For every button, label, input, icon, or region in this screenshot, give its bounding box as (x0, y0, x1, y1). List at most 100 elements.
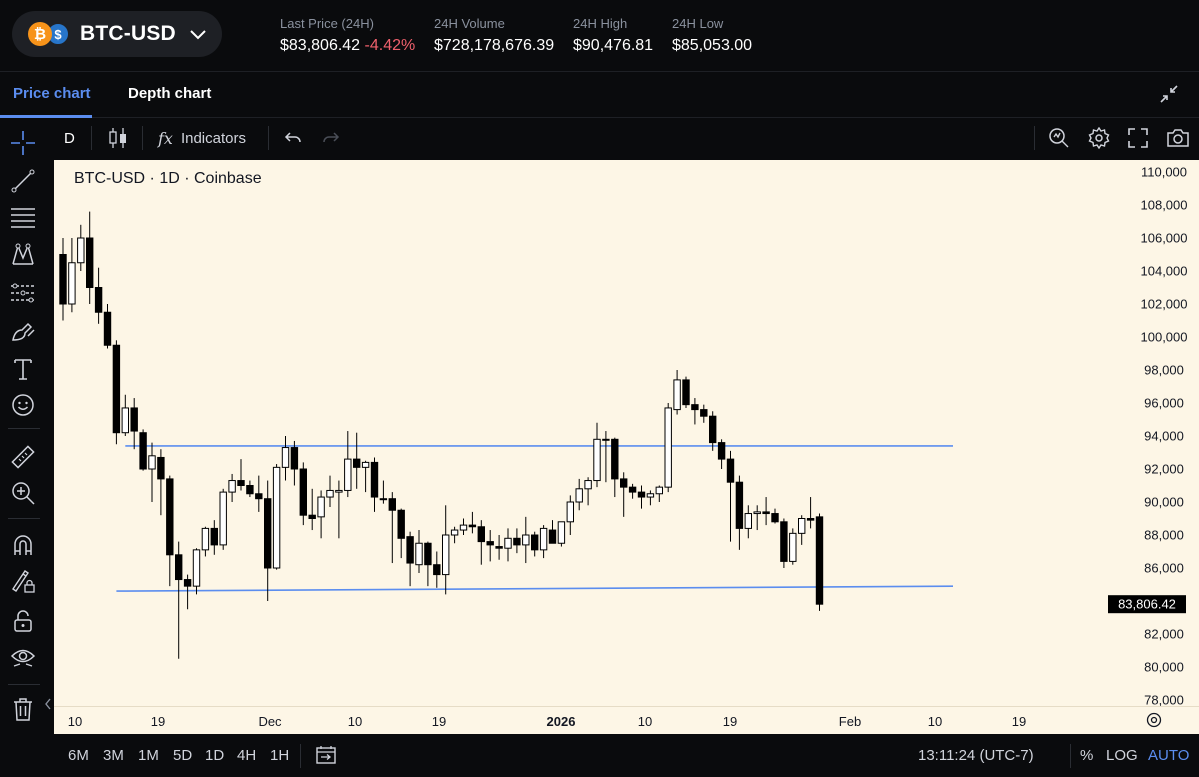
candle (183, 579, 192, 587)
stat-low: 24H Low $85,053.00 (672, 16, 752, 55)
low-value: $85,053.00 (672, 37, 753, 54)
candle (709, 415, 717, 444)
candle (620, 478, 628, 488)
stat-label: Last Price (24H) (280, 16, 374, 31)
crosshair-icon[interactable] (10, 130, 36, 156)
chart-canvas[interactable]: 110,000 108,000 106,000 104,000 102,000 100,0… (54, 160, 1199, 706)
x-tick-label: 2026 (546, 714, 576, 729)
candle (762, 511, 770, 515)
rail-divider (8, 684, 40, 685)
auto-toggle[interactable]: AUTO (1148, 747, 1190, 764)
collapse-icon[interactable] (1159, 84, 1179, 104)
price-chart[interactable]: 110,000 108,000 106,000 104,000 102,000 100,0… (54, 160, 1199, 706)
tab-price-chart[interactable]: Price chart (13, 85, 91, 102)
last-price-badge (1108, 595, 1186, 614)
range-1m[interactable]: 1M (138, 747, 159, 764)
range-5d[interactable]: 5D (173, 747, 193, 764)
candle (815, 516, 824, 605)
fx-icon: fx (158, 128, 173, 148)
bottom-toolbar: 6M 3M 1M 5D 1D 4H 1H 13:11:24 (UTC-7) % … (48, 734, 1199, 777)
candle (344, 458, 352, 491)
fullscreen-icon[interactable] (1128, 126, 1148, 150)
zoom-in-icon[interactable] (10, 480, 36, 506)
brush-icon[interactable] (10, 318, 36, 344)
active-tab-indicator (0, 115, 92, 118)
camera-icon[interactable] (1166, 126, 1190, 150)
candle (299, 468, 308, 516)
x-tick-label: 19 (1011, 714, 1027, 729)
btc-coin-icon: ₿ (28, 22, 52, 46)
toolbar-divider (91, 126, 92, 150)
x-tick-label: 19 (150, 714, 166, 729)
candle (157, 456, 165, 480)
tab-depth-chart[interactable]: Depth chart (128, 85, 212, 102)
candle (228, 480, 236, 493)
candles-icon[interactable] (108, 126, 128, 150)
log-toggle[interactable]: LOG (1106, 747, 1138, 764)
range-6m[interactable]: 6M (68, 747, 89, 764)
fib-retracement-icon[interactable] (10, 204, 36, 230)
candle (175, 554, 183, 581)
candle (477, 526, 486, 543)
range-3m[interactable]: 3M (103, 747, 124, 764)
trendline-icon[interactable] (10, 168, 36, 194)
candle (611, 438, 619, 480)
candle (59, 254, 67, 305)
candle (504, 537, 512, 549)
price-change: -4.42% (364, 37, 416, 54)
range-1d[interactable]: 1D (205, 747, 225, 764)
trash-icon[interactable] (10, 696, 36, 722)
range-1h[interactable]: 1H (270, 747, 290, 764)
candle (317, 496, 325, 518)
x-tick-label: Dec (258, 714, 282, 729)
emoji-icon[interactable] (10, 392, 36, 418)
candle (121, 407, 129, 434)
candle (717, 442, 726, 460)
candle (237, 480, 245, 486)
time-axis[interactable]: 10 19 Dec 10 19 2026 10 19 Feb 10 19 (54, 706, 1199, 734)
indicators-button[interactable]: fx Indicators (158, 126, 246, 150)
clock[interactable]: 13:11:24 (UTC-7) (918, 747, 1034, 764)
y-tick-label: 94,000 (1144, 429, 1184, 444)
candle (406, 536, 414, 564)
pattern-icon[interactable] (10, 242, 36, 268)
lock-icon[interactable] (10, 608, 36, 634)
candle (353, 458, 361, 468)
candle (130, 407, 138, 432)
projection-icon[interactable] (10, 280, 36, 306)
ruler-icon[interactable] (10, 444, 36, 470)
chevron-left-icon[interactable] (44, 698, 52, 710)
eye-icon[interactable] (10, 644, 36, 670)
x-tick-label: 10 (927, 714, 943, 729)
candle (486, 541, 494, 546)
candle (548, 529, 557, 544)
magnet-icon[interactable] (10, 532, 36, 558)
quick-search-icon[interactable] (1048, 126, 1070, 150)
candle (602, 438, 610, 441)
axis-settings-icon[interactable] (1146, 712, 1162, 728)
gear-icon[interactable] (1088, 126, 1110, 150)
date-range-icon[interactable] (316, 745, 336, 765)
candle (326, 489, 334, 498)
y-tick-label: 96,000 (1144, 396, 1184, 411)
undo-icon[interactable] (284, 126, 302, 150)
rail-divider (8, 428, 40, 429)
candle (246, 485, 254, 495)
toolbar-divider (268, 126, 269, 150)
x-tick-label: 19 (722, 714, 738, 729)
candle (415, 542, 423, 566)
stat-volume: 24H Volume $728,178,676.39 (434, 16, 554, 55)
interval-button[interactable]: D (64, 129, 75, 147)
candle (682, 379, 690, 406)
lock-drawings-icon[interactable] (10, 568, 36, 594)
last-price-label: 83,806.42 (1118, 597, 1176, 612)
range-4h[interactable]: 4H (237, 747, 257, 764)
candle (264, 498, 272, 569)
candle (780, 521, 788, 562)
percent-toggle[interactable]: % (1080, 747, 1094, 764)
candle (166, 478, 174, 556)
redo-icon[interactable] (322, 126, 340, 150)
pair-selector[interactable]: ₿ $ BTC-USD (12, 11, 222, 57)
text-icon[interactable] (10, 356, 36, 382)
candle (593, 438, 601, 482)
